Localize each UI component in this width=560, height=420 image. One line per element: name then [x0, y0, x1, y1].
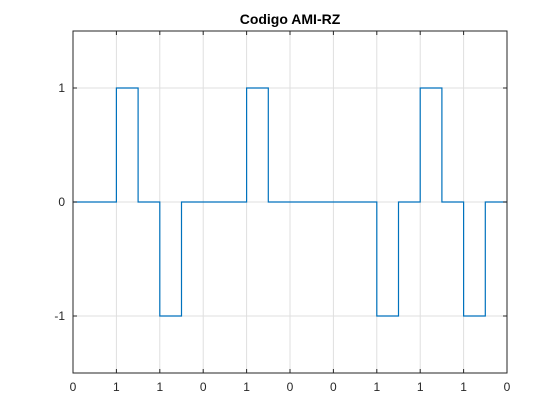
y-tick-label: 0 [58, 195, 65, 209]
x-tick-label: 0 [504, 380, 511, 394]
series-layer [73, 87, 507, 317]
y-tick-label: 1 [58, 81, 65, 95]
x-tick-label: 0 [330, 380, 337, 394]
x-tick-label: 1 [460, 380, 467, 394]
x-tick-label: 1 [156, 380, 163, 394]
x-tick-label: 0 [287, 380, 294, 394]
y-axis-ticks: -1 0 1 [54, 81, 507, 323]
x-tick-label: 1 [243, 380, 250, 394]
x-tick-label: 0 [200, 380, 207, 394]
x-tick-label: 1 [417, 380, 424, 394]
x-tick-label: 1 [113, 380, 120, 394]
x-tick-label: 0 [70, 380, 77, 394]
y-tick-label: -1 [54, 309, 65, 323]
chart-title: Codigo AMI-RZ [240, 11, 341, 27]
x-axis-ticks: 0 1 1 0 1 0 0 1 1 1 0 [70, 31, 511, 394]
x-tick-label: 1 [373, 380, 380, 394]
series-line [73, 87, 507, 317]
